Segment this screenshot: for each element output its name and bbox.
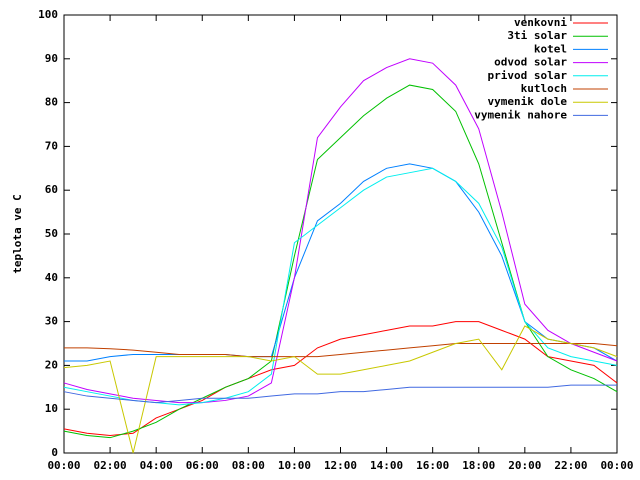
x-tick-label: 18:00 (462, 459, 495, 472)
legend-label: venkovni (514, 16, 567, 29)
legend-label: vymenik nahore (474, 108, 567, 121)
legend-label: privod solar (488, 69, 568, 82)
series-line (63, 384, 617, 404)
x-tick-label: 14:00 (370, 459, 403, 472)
y-tick-label: 60 (45, 183, 58, 196)
y-axis-label: teplota ve C (11, 194, 24, 273)
series-line (63, 325, 618, 454)
y-tick-label: 20 (45, 358, 58, 371)
plot-border (63, 14, 618, 454)
x-tick-label: 04:00 (140, 459, 173, 472)
x-tick-label: 00:00 (47, 459, 80, 472)
series-line (63, 58, 618, 404)
x-tick-label: 12:00 (324, 459, 357, 472)
x-tick-label: 22:00 (554, 459, 587, 472)
x-tick-label: 06:00 (186, 459, 219, 472)
y-tick-label: 70 (45, 139, 58, 152)
x-tick-label: 16:00 (416, 459, 449, 472)
legend-label: kotel (534, 42, 567, 55)
y-tick-label: 10 (45, 402, 58, 415)
x-tick-label: 20:00 (508, 459, 541, 472)
y-tick-label: 100 (38, 8, 58, 21)
y-tick-label: 90 (45, 52, 58, 65)
legend-label: vymenik dole (488, 95, 568, 108)
y-tick-label: 50 (45, 227, 58, 240)
series-line (63, 321, 618, 436)
x-tick-label: 02:00 (94, 459, 127, 472)
y-tick-label: 40 (45, 271, 58, 284)
y-tick-label: 0 (51, 446, 58, 459)
y-tick-label: 30 (45, 315, 58, 328)
legend-label: 3ti solar (507, 29, 567, 42)
y-tick-label: 80 (45, 96, 58, 109)
x-tick-label: 08:00 (232, 459, 265, 472)
legend-label: kutloch (521, 82, 567, 95)
legend-label: odvod solar (494, 56, 567, 69)
series-line (64, 343, 618, 358)
x-tick-label: 10:00 (278, 459, 311, 472)
x-tick-label: 00:00 (600, 459, 633, 472)
